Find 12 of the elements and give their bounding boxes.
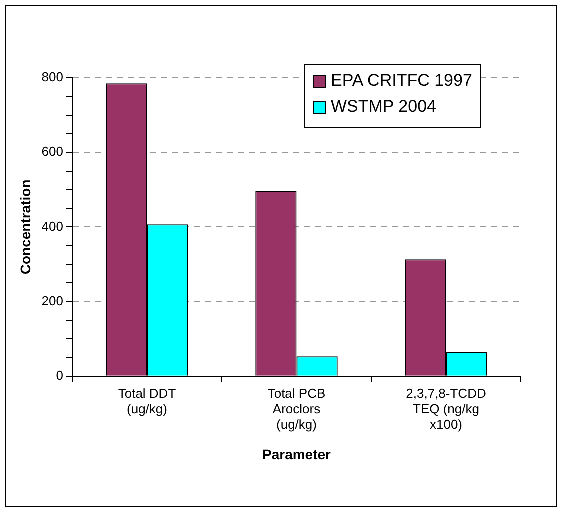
legend-label: WSTMP 2004 bbox=[331, 97, 437, 117]
x-axis-title: Parameter bbox=[262, 446, 332, 462]
legend-label: EPA CRITFC 1997 bbox=[331, 71, 472, 91]
y-tick-label: 400 bbox=[42, 218, 64, 234]
y-tick-label: 800 bbox=[42, 70, 64, 85]
y-axis-title: Concentration bbox=[17, 180, 34, 275]
x-tick-label: Total DDT (ug/kg) bbox=[118, 386, 176, 416]
y-tick-label: 600 bbox=[42, 144, 64, 160]
y-tick-label: 0 bbox=[56, 368, 64, 383]
x-tick-label: 2,3,7,8-TCDD TEQ (ng/kg x100) bbox=[406, 386, 486, 432]
x-tick-label: Total PCB Aroclors (ug/kg) bbox=[268, 386, 326, 432]
y-tick-label: 200 bbox=[42, 293, 64, 308]
